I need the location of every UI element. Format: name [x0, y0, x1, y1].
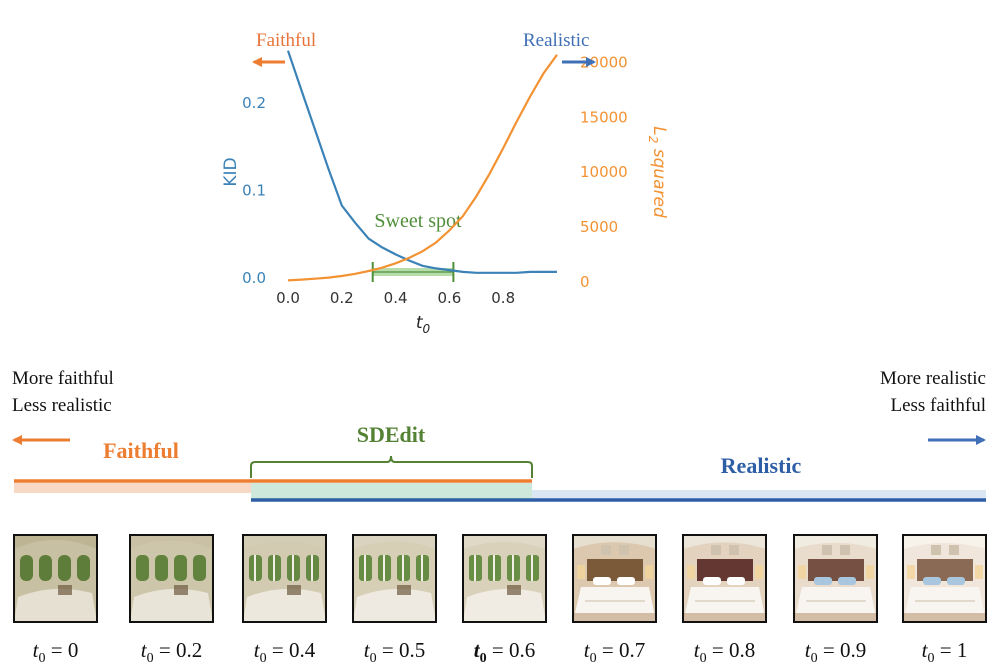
right-note-line-1: More realistic: [880, 368, 986, 389]
sample-thumbnail: t0 = 1: [902, 534, 987, 666]
sdedit-light-band: [251, 483, 532, 501]
right-note-line-2: Less faithful: [890, 395, 986, 416]
sample-thumbnail: t0 = 0.4: [242, 534, 327, 666]
left-note-line-2: Less realistic: [12, 395, 112, 416]
chart-faithful-label: Faithful: [256, 30, 316, 51]
x-tick-label: 0.2: [330, 289, 354, 307]
realistic-light-band: [532, 490, 986, 499]
sample-label: t0 = 0.6: [474, 638, 535, 666]
sample-thumbnail: t0 = 0.6: [462, 534, 547, 666]
left-y-tick-label: 0.1: [242, 182, 266, 200]
x-axis-label: t0: [416, 313, 431, 336]
sample-label: t0 = 0.5: [364, 638, 425, 666]
scale-bar: More faithful Less realistic More realis…: [12, 368, 986, 502]
faithful-label: Faithful: [103, 438, 179, 463]
sample-thumbnail: t0 = 0.5: [352, 534, 437, 666]
right-y-tick-label: 0: [580, 273, 590, 291]
left-note-line-1: More faithful: [12, 368, 114, 389]
right-y-tick-label: 15000: [580, 108, 628, 126]
right-y-tick-label: 5000: [580, 218, 618, 236]
sample-label: t0 = 1: [922, 638, 968, 666]
sample-thumbnail: t0 = 0: [13, 534, 98, 666]
x-tick-label: 0.6: [437, 289, 461, 307]
kid-series-line: [286, 50, 557, 274]
sample-label: t0 = 0.8: [694, 638, 755, 666]
sample-label: t0 = 0: [33, 638, 79, 666]
chart-realistic-label: Realistic: [523, 30, 589, 51]
x-tick-label: 0.4: [384, 289, 408, 307]
left-y-axis-label: KID: [221, 157, 241, 186]
l2-series-line: [287, 54, 558, 282]
sdedit-label: SDEdit: [357, 422, 426, 447]
sample-thumbnail: t0 = 0.7: [572, 534, 657, 666]
sample-strip: t0 = 0 t0 = 0.2 t0 = 0.4 t0 = 0.5 t0 = 0.6 t0…: [13, 534, 987, 666]
sample-thumbnail: t0 = 0.2: [129, 534, 214, 666]
sdedit-brace: [250, 455, 533, 478]
faithful-light-band: [14, 483, 251, 493]
left-y-tick-labels: 0.0 0.1 0.2: [242, 94, 266, 287]
right-y-axis-label: L2 squared: [646, 126, 669, 218]
left-y-tick-label: 0.2: [242, 94, 266, 112]
x-tick-label: 0.0: [276, 289, 300, 307]
kid-l2-chart: Sweet spot 0.0 0.2 0.4 0.6 0.8 0.0 0.1 0.2 0 50…: [221, 30, 669, 336]
x-tick-label: 0.8: [491, 289, 515, 307]
sweet-spot-label: Sweet spot: [374, 210, 462, 232]
sample-label: t0 = 0.9: [805, 638, 866, 666]
sample-label: t0 = 0.2: [141, 638, 202, 666]
x-tick-labels: 0.0 0.2 0.4 0.6 0.8: [276, 289, 515, 307]
left-y-tick-label: 0.0: [242, 269, 266, 287]
realistic-label: Realistic: [721, 453, 802, 478]
sample-thumbnail: t0 = 0.8: [682, 534, 767, 666]
right-y-tick-label: 10000: [580, 163, 628, 181]
sample-label: t0 = 0.4: [254, 638, 316, 666]
sample-label: t0 = 0.7: [584, 638, 645, 666]
sample-thumbnail: t0 = 0.9: [793, 534, 878, 666]
